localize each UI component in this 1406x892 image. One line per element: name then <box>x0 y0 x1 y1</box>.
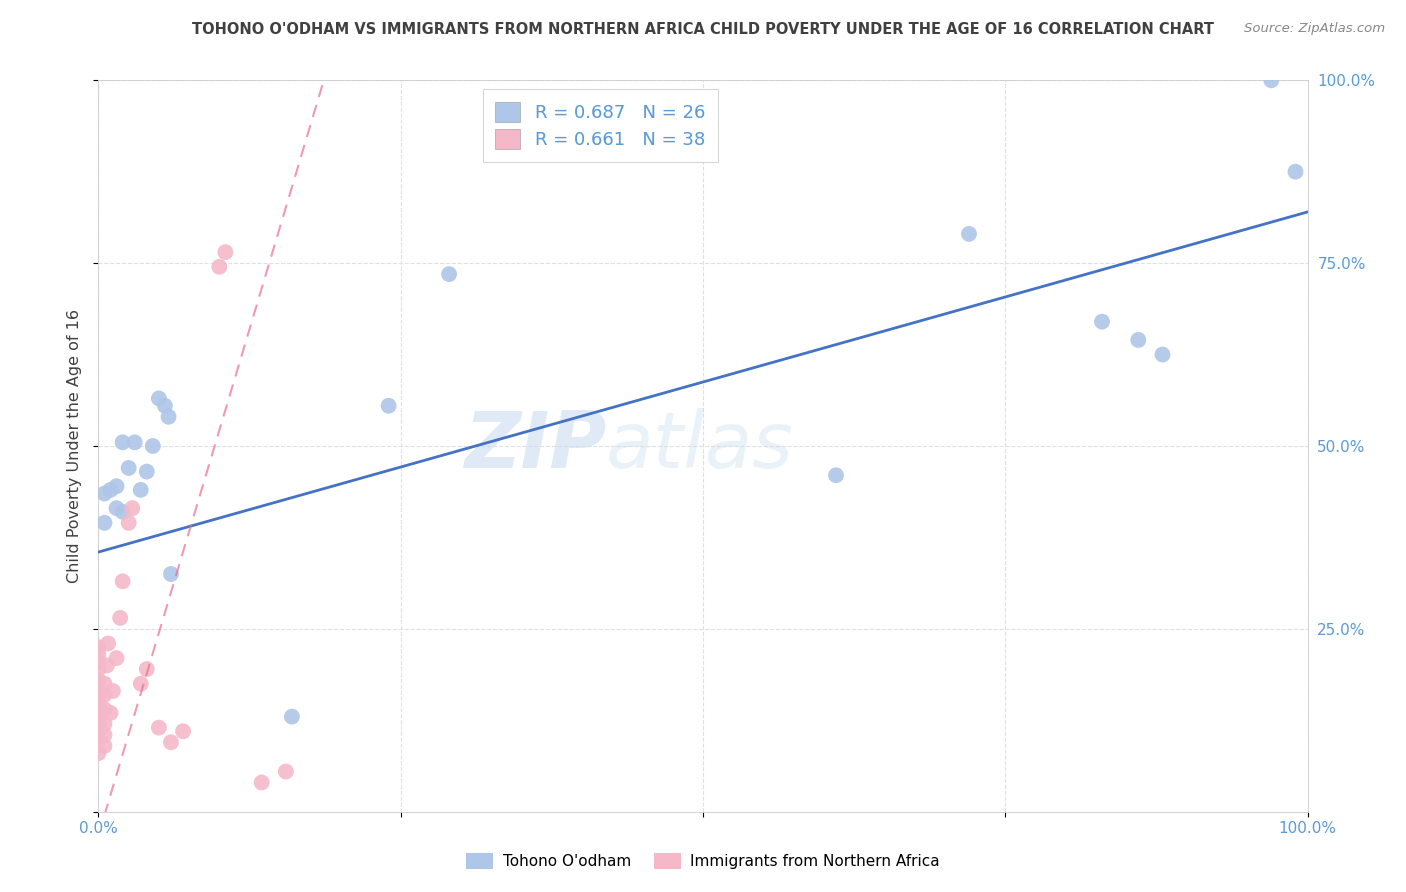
Point <box>274 764 297 779</box>
Point <box>93 702 115 716</box>
Point <box>160 567 183 582</box>
Point <box>87 648 110 662</box>
Point <box>157 409 180 424</box>
Point <box>100 483 122 497</box>
Legend: Tohono O'odham, Immigrants from Northern Africa: Tohono O'odham, Immigrants from Northern… <box>460 847 946 875</box>
Point <box>108 611 131 625</box>
Point <box>100 706 122 720</box>
Text: TOHONO O'ODHAM VS IMMIGRANTS FROM NORTHERN AFRICA CHILD POVERTY UNDER THE AGE OF: TOHONO O'ODHAM VS IMMIGRANTS FROM NORTHE… <box>193 22 1213 37</box>
Point <box>111 574 134 589</box>
Legend: R = 0.687   N = 26, R = 0.661   N = 38: R = 0.687 N = 26, R = 0.661 N = 38 <box>482 89 718 161</box>
Point <box>96 658 118 673</box>
Point <box>1091 315 1114 329</box>
Point <box>105 501 128 516</box>
Text: ZIP: ZIP <box>464 408 606 484</box>
Point <box>214 245 236 260</box>
Point <box>97 636 120 650</box>
Text: Source: ZipAtlas.com: Source: ZipAtlas.com <box>1244 22 1385 36</box>
Point <box>93 486 115 500</box>
Point <box>153 399 176 413</box>
Point <box>121 501 143 516</box>
Point <box>87 731 110 746</box>
Point <box>825 468 848 483</box>
Point <box>87 702 110 716</box>
Point <box>87 684 110 698</box>
Point <box>93 676 115 690</box>
Point <box>87 691 110 706</box>
Point <box>437 267 460 281</box>
Point <box>142 439 165 453</box>
Point <box>957 227 980 241</box>
Point <box>93 739 115 753</box>
Point <box>129 676 152 690</box>
Point <box>124 435 146 450</box>
Point <box>87 662 110 676</box>
Point <box>1128 333 1150 347</box>
Point <box>111 435 134 450</box>
Point <box>111 505 134 519</box>
Point <box>250 775 273 789</box>
Point <box>129 483 152 497</box>
Point <box>118 461 141 475</box>
Point <box>93 516 115 530</box>
Point <box>87 746 110 760</box>
Point <box>87 724 110 739</box>
Point <box>87 698 110 713</box>
Point <box>105 479 128 493</box>
Text: atlas: atlas <box>606 408 794 484</box>
Point <box>148 392 170 406</box>
Point <box>105 651 128 665</box>
Point <box>93 728 115 742</box>
Point <box>87 673 110 687</box>
Y-axis label: Child Poverty Under the Age of 16: Child Poverty Under the Age of 16 <box>67 309 83 583</box>
Point <box>1152 348 1174 362</box>
Point <box>160 735 183 749</box>
Point <box>172 724 194 739</box>
Point <box>93 717 115 731</box>
Point <box>377 399 399 413</box>
Point <box>148 721 170 735</box>
Point <box>101 684 124 698</box>
Point <box>208 260 231 274</box>
Point <box>118 516 141 530</box>
Point <box>93 688 115 702</box>
Point <box>281 709 304 723</box>
Point <box>87 640 110 655</box>
Point <box>1260 73 1282 87</box>
Point <box>135 465 157 479</box>
Point <box>87 655 110 669</box>
Point <box>87 709 110 723</box>
Point <box>135 662 157 676</box>
Point <box>1284 164 1306 178</box>
Point <box>87 717 110 731</box>
